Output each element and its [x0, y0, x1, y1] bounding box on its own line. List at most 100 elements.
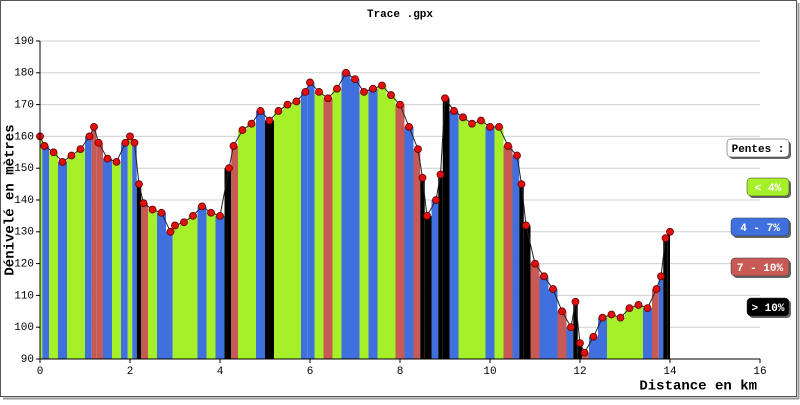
slope-stripe: [512, 155, 520, 359]
track-point: [652, 285, 661, 293]
slope-stripe: [274, 110, 283, 360]
track-point: [247, 119, 256, 128]
legend-label-box: [746, 177, 790, 197]
y-tick-label: 150: [14, 163, 34, 175]
slope-stripe: [503, 145, 513, 359]
track-point: [558, 307, 566, 316]
track-point: [76, 145, 85, 154]
track-point: [126, 132, 134, 141]
slope-stripe: [179, 222, 189, 359]
slope-stripe: [141, 203, 148, 359]
track-point: [157, 208, 166, 217]
legend-label-box: [746, 297, 790, 317]
slope-stripe: [523, 225, 531, 359]
slope-stripe: [377, 85, 387, 360]
slope-stripe: [58, 161, 67, 359]
slope-stripe: [404, 126, 414, 359]
slope-stripe: [40, 136, 43, 359]
track-point: [666, 227, 674, 236]
track-point: [504, 142, 512, 150]
track-point: [85, 132, 94, 141]
slope-stripe: [67, 155, 76, 359]
slope-stripe: [166, 231, 173, 359]
slope-stripe: [231, 145, 238, 359]
slope-stripe: [350, 79, 360, 359]
track-point: [423, 211, 431, 220]
y-tick-label: 190: [14, 36, 34, 48]
track-point: [171, 221, 179, 230]
track-point: [486, 122, 494, 131]
track-point: [459, 113, 467, 122]
slope-stripe: [566, 327, 574, 359]
slope-stripe: [314, 91, 324, 359]
track-point: [598, 313, 607, 322]
track-point: [657, 272, 665, 281]
slope-stripe: [424, 215, 432, 359]
track-point: [292, 97, 301, 106]
slope-stripe: [148, 209, 157, 359]
track-point: [477, 116, 485, 125]
slope-stripe: [431, 200, 439, 359]
track-point: [607, 310, 616, 319]
x-tick-label: 8: [397, 366, 404, 378]
y-tick-label: 160: [14, 131, 34, 143]
track-point: [94, 138, 103, 147]
slope-stripe: [127, 136, 133, 359]
track-point: [450, 107, 458, 115]
track-point: [112, 157, 121, 166]
slope-stripe: [539, 276, 549, 359]
track-point: [238, 126, 247, 134]
slope-stripe: [420, 177, 425, 359]
legend-label: > 10%: [751, 303, 784, 315]
track-point: [567, 323, 575, 332]
track-point: [387, 91, 395, 99]
slope-stripe: [652, 289, 659, 359]
track-point: [189, 211, 197, 220]
slope-stripe: [476, 120, 486, 359]
track-point: [166, 227, 175, 236]
track-point: [274, 107, 283, 115]
slope-stripe: [658, 276, 664, 359]
slope-stripe: [494, 126, 504, 359]
slope-stripe: [341, 72, 351, 360]
profile-line: [39, 72, 671, 354]
track-point: [468, 119, 476, 128]
y-tick-label: 170: [14, 100, 34, 112]
x-tick-label: 12: [573, 366, 586, 378]
slope-stripe: [323, 98, 333, 360]
slope-stripe: [85, 136, 92, 359]
slope-stripe: [413, 149, 421, 359]
slope-stripe: [467, 123, 477, 360]
track-point: [549, 285, 557, 293]
track-point: [225, 164, 233, 173]
track-point: [616, 313, 625, 322]
slope-stripe: [625, 308, 634, 359]
slope-stripe: [332, 88, 342, 359]
track-point: [414, 145, 422, 154]
legend-title-box: [726, 138, 790, 158]
slope-stripe: [458, 117, 468, 359]
slope-stripe: [121, 142, 128, 359]
slope-stripe: [206, 212, 216, 359]
track-point: [513, 151, 521, 160]
slope-stripe: [634, 304, 643, 359]
slope-stripe: [136, 184, 142, 359]
slope-stripe: [96, 142, 103, 359]
slope-stripe: [438, 174, 443, 359]
track-point: [634, 301, 643, 309]
track-point: [90, 122, 98, 131]
legend-label-box: [730, 217, 790, 237]
track-point: [531, 259, 539, 268]
slope-stripe: [530, 263, 540, 359]
slope-stripe: [607, 314, 616, 359]
slope-stripe: [577, 343, 583, 359]
track-point: [130, 138, 139, 147]
slope-stripe: [197, 206, 207, 359]
y-tick-label: 90: [21, 354, 34, 366]
track-point: [256, 107, 265, 115]
slope-stripe: [548, 289, 558, 359]
slope-stripe: [663, 238, 668, 359]
track-point: [540, 272, 548, 281]
track-point: [139, 199, 148, 208]
